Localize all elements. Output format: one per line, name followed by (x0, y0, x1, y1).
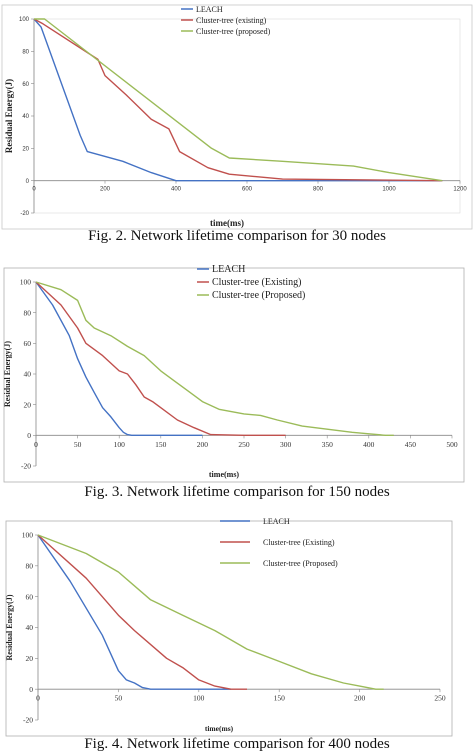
y-tick-label: 0 (29, 685, 33, 694)
y-axis-label: Residual Energy(J) (5, 594, 14, 660)
x-tick-label: 800 (313, 187, 324, 193)
x-tick-label: 1200 (453, 187, 467, 193)
y-tick-label: 0 (26, 179, 30, 185)
chart-border (5, 520, 453, 737)
y-tick-label: 60 (22, 82, 29, 88)
x-tick-label: 150 (155, 440, 167, 449)
x-tick-label: 600 (242, 187, 253, 193)
x-tick-label: 150 (274, 694, 286, 703)
y-tick-label: -20 (23, 716, 33, 725)
caption-fig2: Fig. 2. Network lifetime comparison for … (88, 228, 386, 244)
x-tick-label: 0 (36, 694, 40, 703)
x-tick-label: 200 (354, 694, 366, 703)
series-line-1 (33, 18, 443, 182)
x-tick-label: 300 (280, 440, 292, 449)
x-tick-label: 400 (171, 187, 182, 193)
series-line-1 (37, 534, 231, 690)
series-line-3 (35, 281, 394, 436)
legend-label-1: LEACH (263, 517, 290, 526)
x-tick-label: 0 (32, 187, 36, 193)
y-tick-label: 40 (22, 114, 29, 120)
y-tick-label: 100 (20, 278, 32, 287)
series-line-2 (33, 18, 443, 182)
x-tick-label: 500 (446, 440, 458, 449)
y-tick-label: 20 (24, 400, 32, 409)
chart-400-nodes: -20 0 20 40 60 80 100 0 50 100 150 200 250 time(ms) Re… (5, 517, 453, 737)
y-tick-label: 80 (22, 49, 29, 55)
y-tick-label: 60 (24, 339, 32, 348)
x-tick-label: 50 (74, 440, 82, 449)
y-tick-label: -20 (21, 462, 31, 471)
y-tick-label: 100 (22, 531, 34, 540)
x-tick-label: 0 (34, 440, 38, 449)
caption-fig3: Fig. 3. Network lifetime comparison for … (84, 484, 390, 500)
y-tick-label: 60 (26, 592, 34, 601)
y-tick-label: 40 (26, 623, 34, 632)
legend-label-1: LEACH (212, 264, 245, 275)
legend-label-1: LEACH (196, 5, 223, 14)
x-tick-label: 200 (197, 440, 209, 449)
x-axis-label: time(ms) (209, 470, 240, 479)
x-tick-label: 100 (193, 694, 205, 703)
x-tick-label: 1000 (382, 187, 396, 193)
caption-fig4: Fig. 4. Network lifetime comparison for … (84, 736, 390, 752)
y-tick-label: 20 (26, 654, 34, 663)
x-tick-label: 250 (434, 694, 446, 703)
x-tick-label: 450 (405, 440, 417, 449)
y-tick-label: 40 (24, 370, 32, 379)
y-tick-label: 100 (19, 17, 30, 23)
series-line-2 (35, 281, 286, 436)
y-axis-label: Residual Energy(J) (4, 79, 14, 153)
y-tick-label: 80 (26, 561, 34, 570)
x-tick-label: 400 (363, 440, 375, 449)
legend-label-2: Cluster-tree (existing) (196, 16, 267, 25)
series-line-2 (37, 534, 247, 690)
chart-150-nodes: -20 0 20 40 60 80 100 0 50 100 150 200 250 300 350 400 4… (3, 264, 465, 483)
y-tick-label: 0 (27, 431, 31, 440)
legend-label-2: Cluster-tree (Existing) (212, 277, 302, 288)
x-axis-label: time(ms) (210, 218, 244, 228)
chart-border (3, 267, 465, 483)
x-tick-label: 200 (100, 187, 111, 193)
x-tick-label: 250 (238, 440, 250, 449)
series-line-1 (35, 281, 203, 436)
legend-label-3: Cluster-tree (Proposed) (212, 290, 305, 301)
x-tick-label: 350 (322, 440, 334, 449)
x-tick-label: 50 (115, 694, 123, 703)
legend-label-3: Cluster-tree (proposed) (196, 27, 271, 36)
y-tick-label: 80 (24, 308, 32, 317)
legend-label-2: Cluster-tree (Existing) (263, 538, 335, 547)
x-axis-label: time(ms) (205, 724, 234, 733)
y-axis-label: Residual Energy(J) (3, 341, 12, 407)
series-line-3 (34, 18, 443, 182)
legend-label-3: Cluster-tree (Proposed) (263, 559, 338, 568)
x-tick-label: 100 (114, 440, 126, 449)
series-line-3 (37, 534, 384, 690)
chart-border (1, 4, 473, 230)
y-tick-label: 20 (22, 146, 29, 152)
plot-area-border (33, 18, 461, 214)
y-tick-label: -20 (20, 211, 29, 217)
